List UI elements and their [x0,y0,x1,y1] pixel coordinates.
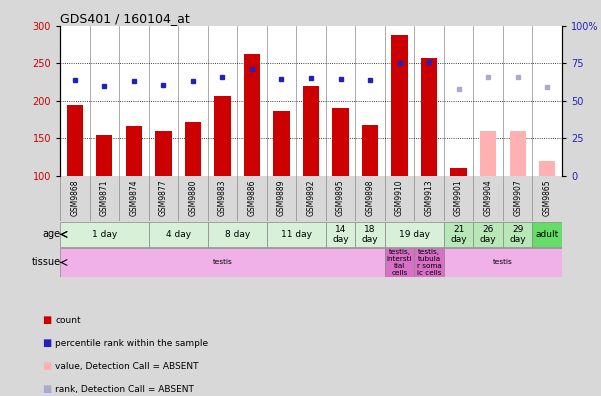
Text: testis,
tubula
r soma
ic cells: testis, tubula r soma ic cells [416,249,442,276]
Text: percentile rank within the sample: percentile rank within the sample [55,339,209,348]
Bar [244,54,260,175]
Bar [480,131,496,175]
Text: GSM9898: GSM9898 [365,179,374,216]
Text: GSM9883: GSM9883 [218,179,227,216]
Text: GSM9865: GSM9865 [543,179,552,216]
Text: 8 day: 8 day [225,230,250,239]
Text: ■: ■ [42,361,51,371]
Text: 21
day: 21 day [450,225,467,244]
Bar [60,248,385,277]
Text: GSM9892: GSM9892 [307,179,316,216]
Text: GSM9877: GSM9877 [159,179,168,216]
Bar [421,58,437,175]
Text: ■: ■ [42,338,51,348]
Bar [215,96,231,175]
Bar [267,221,326,247]
Text: 29
day: 29 day [509,225,526,244]
Text: 4 day: 4 day [166,230,191,239]
Text: 18
day: 18 day [362,225,379,244]
Text: count: count [55,316,81,325]
Text: 19 day: 19 day [399,230,430,239]
Text: GSM9910: GSM9910 [395,179,404,216]
Bar [155,131,171,175]
Text: GSM9889: GSM9889 [277,179,286,216]
Bar [355,221,385,247]
Text: GSM9907: GSM9907 [513,179,522,216]
Text: GSM9901: GSM9901 [454,179,463,216]
Text: rank, Detection Call = ABSENT: rank, Detection Call = ABSENT [55,385,194,394]
Bar [126,126,142,175]
Bar [444,248,562,277]
Bar [444,221,474,247]
Bar [539,160,555,175]
Text: GSM9904: GSM9904 [484,179,493,216]
Bar [208,221,267,247]
Bar [96,135,112,175]
Text: ■: ■ [42,384,51,394]
Bar [185,122,201,175]
Bar [326,221,355,247]
Text: 14
day: 14 day [332,225,349,244]
Text: value, Detection Call = ABSENT: value, Detection Call = ABSENT [55,362,199,371]
Text: GSM9871: GSM9871 [100,179,109,216]
Text: GSM9868: GSM9868 [70,179,79,216]
Text: age: age [42,229,60,240]
Bar [385,248,414,277]
Bar [451,168,467,175]
Text: GSM9880: GSM9880 [189,179,198,216]
Text: testis,
intersti
tial
cells: testis, intersti tial cells [387,249,412,276]
Text: GDS401 / 160104_at: GDS401 / 160104_at [60,11,190,25]
Bar [148,221,208,247]
Bar [332,108,349,175]
Bar [385,221,444,247]
Bar [67,105,83,175]
Text: 26
day: 26 day [480,225,496,244]
Bar [503,221,532,247]
Text: 11 day: 11 day [281,230,312,239]
Text: 1 day: 1 day [92,230,117,239]
Bar [532,221,562,247]
Bar [510,131,526,175]
Text: testis: testis [493,259,513,265]
Bar [474,221,503,247]
Bar [362,126,378,175]
Bar [391,36,407,175]
Text: GSM9874: GSM9874 [129,179,138,216]
Text: testis: testis [213,259,233,265]
Text: GSM9895: GSM9895 [336,179,345,216]
Bar [303,86,319,175]
Text: ■: ■ [42,315,51,325]
Text: tissue: tissue [31,257,60,267]
Bar [414,248,444,277]
Text: GSM9886: GSM9886 [248,179,257,216]
Bar [60,221,148,247]
Text: GSM9913: GSM9913 [424,179,433,216]
Text: adult: adult [535,230,559,239]
Bar [273,111,290,175]
